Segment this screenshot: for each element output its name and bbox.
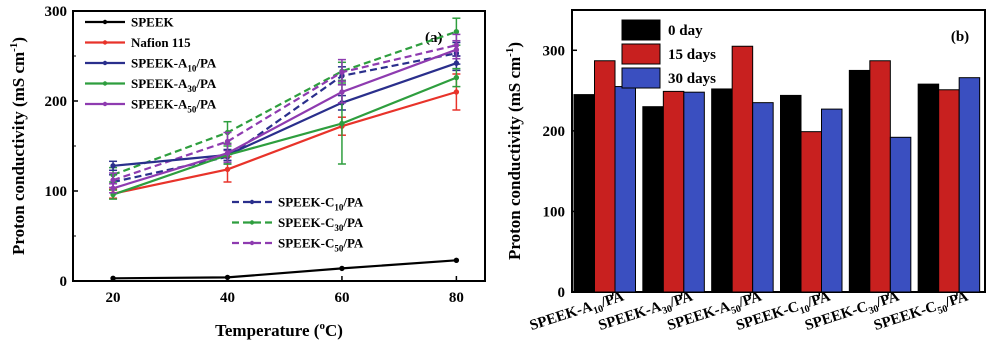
data-point xyxy=(224,274,231,281)
legend-item-Nafion 115: Nafion 115 xyxy=(85,35,191,50)
data-point xyxy=(339,89,345,95)
legend-marker xyxy=(102,101,108,107)
bar-0 day xyxy=(642,106,664,293)
bar-0 day xyxy=(848,69,871,293)
legend-marker xyxy=(102,19,108,25)
bar-30 days xyxy=(752,102,774,293)
legend-item-SPEEK-C10/PA: SPEEK-C10/PA xyxy=(232,195,364,213)
y-tick-label-b: 200 xyxy=(543,124,566,140)
bar-0 day xyxy=(573,94,595,293)
legend-swatch xyxy=(621,43,661,65)
legend-label: SPEEK-A10/PA xyxy=(131,56,217,74)
x-axis-label-a: Temperature (oC) xyxy=(215,320,343,340)
bar-30 days xyxy=(683,91,705,293)
series-SPEEK-A10/PA xyxy=(109,55,461,172)
data-point xyxy=(453,29,460,35)
data-point xyxy=(224,150,231,156)
y-axis-label-a: Proton conductivity (mS cm-1) xyxy=(8,37,28,255)
legend-label: 30 days xyxy=(668,71,716,87)
bar-15 days xyxy=(800,131,822,293)
legend-item-30 days: 30 days xyxy=(621,67,716,89)
legend-item-SPEEK-A50/PA: SPEEK-A50/PA xyxy=(85,97,217,115)
bar-30 days xyxy=(958,77,981,293)
bar-15 days xyxy=(731,45,754,293)
legend-label: SPEEK-C10/PA xyxy=(278,195,364,213)
data-point xyxy=(339,69,345,75)
legend-label: 15 days xyxy=(668,47,716,63)
bar-0 day xyxy=(917,83,940,293)
series-line xyxy=(113,259,457,280)
data-point xyxy=(224,166,231,173)
data-point xyxy=(453,47,460,53)
legend-label: SPEEK-C30/PA xyxy=(278,215,364,233)
bar-30 days xyxy=(889,136,912,293)
bar-0 day xyxy=(711,88,733,293)
bar-15 days xyxy=(662,90,685,293)
legend-marker xyxy=(102,40,108,45)
legend-item-SPEEK-C30/PA: SPEEK-C30/PA xyxy=(232,215,364,233)
data-point xyxy=(110,177,116,183)
data-point xyxy=(110,185,116,192)
legend-label: SPEEK xyxy=(131,15,175,30)
legend-label: SPEEK-A30/PA xyxy=(131,76,217,94)
series-Nafion 115 xyxy=(109,73,461,199)
data-point xyxy=(453,60,460,66)
series-line xyxy=(112,76,457,196)
data-point xyxy=(453,74,460,81)
legend-item-SPEEK-A30/PA: SPEEK-A30/PA xyxy=(85,76,217,94)
y-tick-label-b: 300 xyxy=(543,43,566,59)
data-point xyxy=(224,138,231,145)
bar-15 days xyxy=(869,60,891,293)
legend-item-0 day: 0 day xyxy=(621,19,703,41)
series-line xyxy=(112,52,457,184)
bar-30 days xyxy=(821,108,843,293)
data-point xyxy=(453,257,460,263)
panel-label-b: (b) xyxy=(951,29,969,45)
x-tick-label-a: 20 xyxy=(106,290,121,306)
bar-0 day xyxy=(780,94,802,293)
x-tick-label-a: 40 xyxy=(220,290,235,306)
y-tick-label-b: 0 xyxy=(558,285,566,301)
legend-swatch xyxy=(621,19,661,41)
series-line xyxy=(112,90,457,195)
bar-15 days xyxy=(938,89,960,293)
data-point xyxy=(453,89,460,95)
legend-label: SPEEK-C50/PA xyxy=(278,236,364,254)
series-SPEEK xyxy=(110,257,460,281)
data-point xyxy=(339,265,345,272)
data-point xyxy=(110,163,116,169)
y-tick-label-b: 100 xyxy=(543,204,566,220)
y-axis-label-b: Proton conductivity (mS cm-1) xyxy=(504,42,524,260)
series-line xyxy=(112,30,457,176)
legend-item-15 days: 15 days xyxy=(621,43,716,65)
y-tick-label-a: 300 xyxy=(45,4,68,20)
y-tick-label-a: 0 xyxy=(60,274,68,290)
legend-label: 0 day xyxy=(668,23,703,39)
series-line xyxy=(112,62,457,167)
y-tick-label-a: 200 xyxy=(45,94,68,110)
legend-marker xyxy=(249,240,255,246)
legend-item-SPEEK-C50/PA: SPEEK-C50/PA xyxy=(232,236,364,254)
series-line xyxy=(112,48,457,190)
legend-marker xyxy=(249,199,255,205)
legend-marker xyxy=(102,60,108,66)
x-tick-label-a: 80 xyxy=(449,290,464,306)
x-tick-label-a: 60 xyxy=(334,290,349,306)
legend-item-SPEEK: SPEEK xyxy=(85,15,175,30)
bar-15 days xyxy=(594,60,616,293)
plot-frame-b xyxy=(571,9,986,293)
data-point xyxy=(110,275,116,281)
legend-item-SPEEK-A10/PA: SPEEK-A10/PA xyxy=(85,56,217,74)
legend-marker xyxy=(249,220,255,225)
legend-label: SPEEK-A50/PA xyxy=(131,97,217,115)
data-point xyxy=(339,120,345,127)
bar-30 days xyxy=(614,86,636,293)
legend-label: Nafion 115 xyxy=(131,35,191,50)
series-SPEEK-A50/PA xyxy=(109,39,461,194)
legend-swatch xyxy=(621,67,661,89)
legend-marker xyxy=(102,81,108,86)
y-tick-label-a: 100 xyxy=(45,184,68,200)
